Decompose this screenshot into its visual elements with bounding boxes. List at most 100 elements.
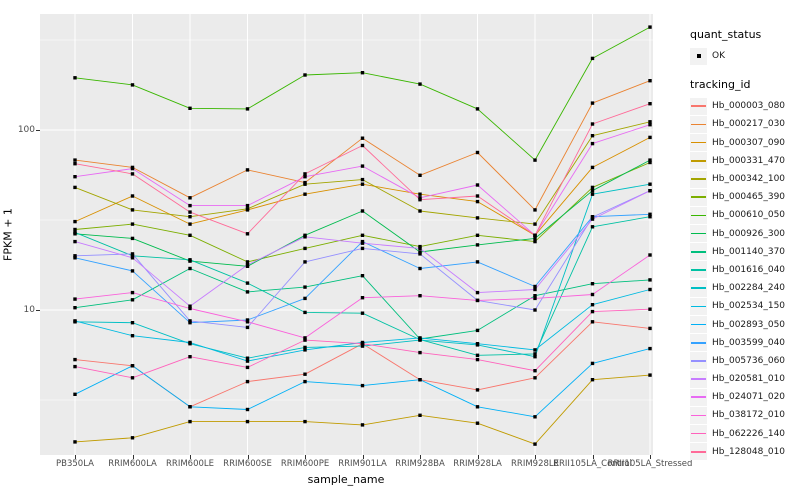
legend-item-label: Hb_000003_080 <box>712 101 786 112</box>
data-point <box>533 208 537 212</box>
data-point <box>648 287 652 292</box>
data-point <box>648 25 652 29</box>
data-point <box>475 342 480 346</box>
data-point <box>73 297 77 301</box>
data-point <box>303 235 307 239</box>
data-point <box>475 107 480 111</box>
legend-key <box>690 334 707 352</box>
data-point <box>245 290 250 294</box>
legend-key <box>690 370 707 388</box>
x-tick-label: RRIM928BA <box>395 459 445 469</box>
data-point <box>130 334 135 338</box>
data-point <box>475 388 480 392</box>
y-tick-mark <box>36 310 40 311</box>
series-color-line-icon <box>691 360 706 362</box>
data-point <box>303 310 307 315</box>
legend-item: Hb_020581_010 <box>690 370 800 388</box>
legend-item: Hb_000331_470 <box>690 152 800 170</box>
data-point <box>533 352 537 356</box>
data-point <box>533 287 537 292</box>
data-point <box>188 321 192 325</box>
data-point <box>130 256 135 260</box>
data-point <box>418 246 422 251</box>
data-point <box>360 209 365 213</box>
data-point <box>130 321 135 325</box>
y-tick-label: 10 <box>23 305 35 315</box>
legend-item: Hb_000217_030 <box>690 115 800 133</box>
data-point <box>245 359 250 363</box>
legend-key <box>690 225 707 243</box>
data-point <box>73 440 77 444</box>
data-point <box>475 298 480 303</box>
data-point <box>245 281 250 285</box>
series-color-line-icon <box>691 323 706 326</box>
data-point <box>303 345 307 350</box>
legend-key <box>690 425 707 443</box>
data-point <box>303 172 307 176</box>
legend-item: Hb_000610_050 <box>690 206 800 224</box>
data-point <box>130 236 135 241</box>
x-tick-label: RRIM928LA <box>453 459 502 469</box>
series-color-line-icon <box>691 414 706 417</box>
data-point <box>245 407 250 412</box>
data-point <box>73 175 77 179</box>
legend-item-label: Hb_003599_040 <box>712 337 786 348</box>
data-point <box>245 232 250 236</box>
legend-item: Hb_000926_300 <box>690 225 800 243</box>
data-point <box>73 306 77 310</box>
data-point <box>648 182 652 186</box>
data-point <box>418 350 422 355</box>
data-point <box>188 306 192 311</box>
data-point <box>188 258 192 262</box>
data-point <box>418 336 422 340</box>
data-point <box>475 183 480 187</box>
data-point <box>188 203 192 208</box>
x-tick-mark <box>247 455 249 459</box>
series-color-line-icon <box>691 451 706 453</box>
data-point <box>475 243 480 247</box>
x-tick-mark <box>650 455 651 459</box>
data-point <box>73 230 77 235</box>
legend-item: Hb_005736_060 <box>690 352 800 370</box>
legend-quant-status-block: quant_status OK <box>690 28 800 65</box>
plot-panel <box>40 14 653 455</box>
legend-tracking-id-block: tracking_id Hb_000003_080 Hb_000217_030 Hb… <box>690 78 800 461</box>
legend-item-label: Hb_038172_010 <box>712 410 786 421</box>
data-point <box>245 325 250 330</box>
data-point <box>418 294 422 298</box>
data-point <box>418 198 422 202</box>
legend-item-label: Hb_005736_060 <box>712 355 786 366</box>
legend-item: Hb_000003_080 <box>690 97 800 115</box>
data-point <box>188 355 192 359</box>
data-point <box>360 182 365 186</box>
x-tick-mark <box>190 455 191 459</box>
legend-item-ok: OK <box>690 47 800 65</box>
data-point <box>533 296 537 301</box>
data-point <box>533 294 537 298</box>
data-point <box>130 83 135 87</box>
data-point <box>188 419 192 424</box>
legend-item: Hb_002893_050 <box>690 315 800 334</box>
data-point <box>303 348 307 352</box>
data-point <box>590 134 595 138</box>
data-point <box>130 252 135 256</box>
series-color-line-icon <box>691 305 706 308</box>
data-point <box>648 120 652 124</box>
data-point <box>418 82 422 86</box>
legend-key <box>690 316 707 334</box>
legend-item: Hb_000342_100 <box>690 170 800 188</box>
data-point <box>73 357 77 362</box>
y-axis-title: FPKM + 1 <box>1 208 15 261</box>
data-point <box>475 357 480 362</box>
x-tick-label: PB350LA <box>56 459 94 469</box>
data-point <box>360 164 365 168</box>
data-point <box>360 383 365 388</box>
legend-key <box>690 352 707 370</box>
data-point <box>648 373 652 377</box>
x-tick-mark <box>132 455 134 459</box>
legend-item: Hb_062226_140 <box>690 425 800 443</box>
x-axis-title: sample_name <box>307 473 385 486</box>
legend-key <box>690 152 707 170</box>
legend-key <box>690 188 707 206</box>
data-point <box>245 320 250 324</box>
